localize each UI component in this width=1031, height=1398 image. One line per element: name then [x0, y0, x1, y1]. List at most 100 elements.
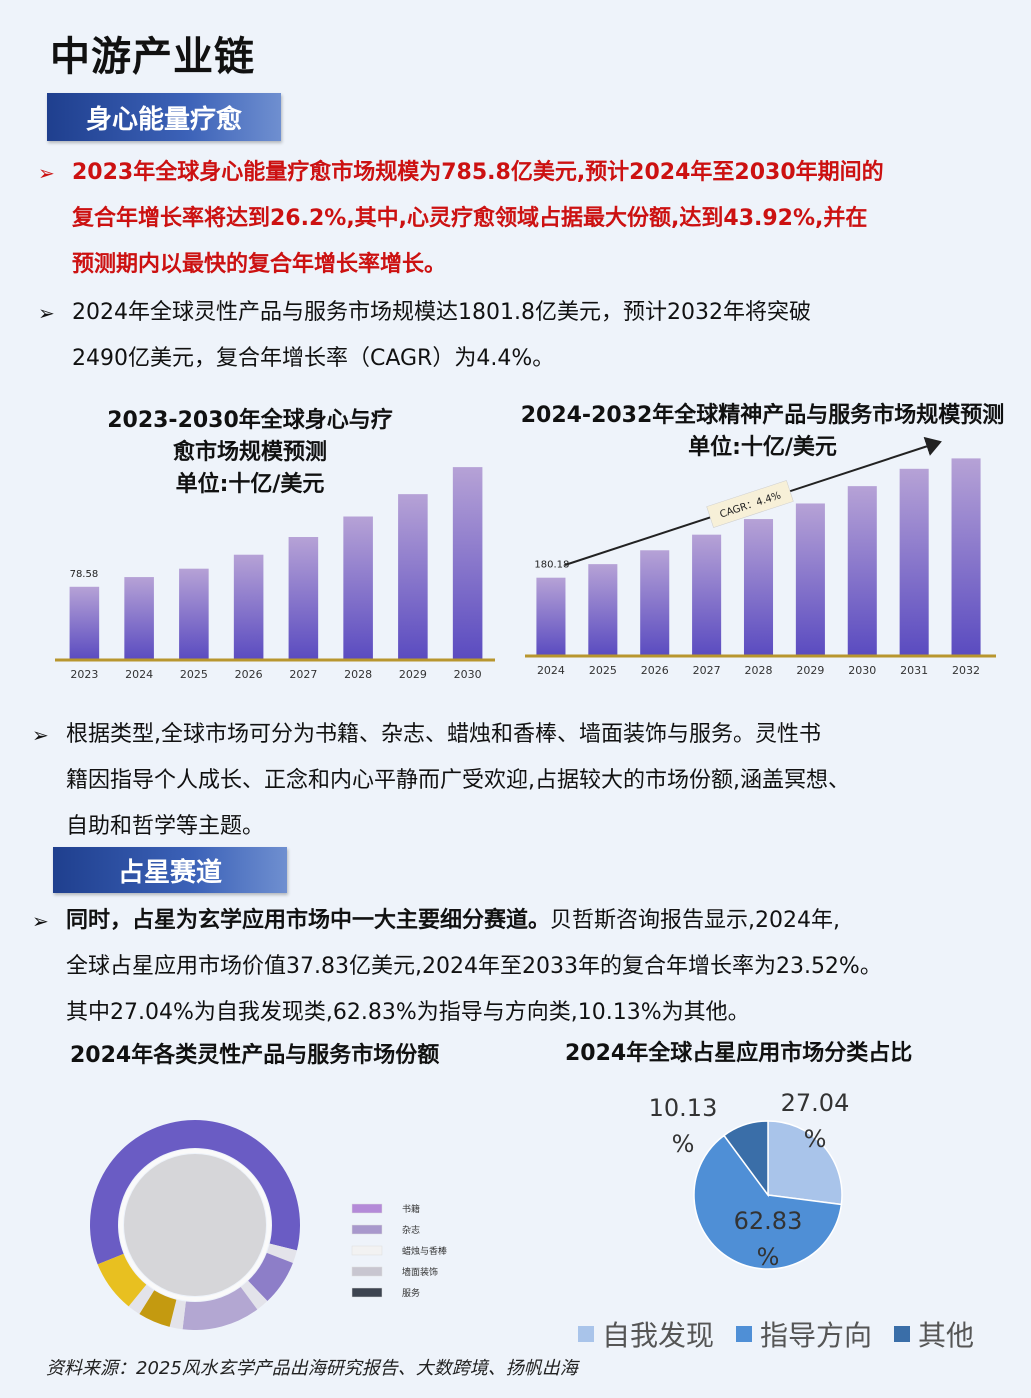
pie-data-label: 27.04: [781, 1089, 850, 1117]
bar-2028: [743, 519, 774, 656]
x-tick-label: 2032: [952, 664, 980, 677]
legend-swatch: [578, 1326, 594, 1342]
chart1-title: 2023-2030年全球身心与疗 愈市场规模预测 单位:十亿/美元: [60, 405, 440, 501]
bar-2024: [536, 577, 566, 656]
bar-2027: [692, 534, 722, 656]
bar-2024: [124, 577, 154, 660]
donut-center: [124, 1154, 266, 1296]
bar-2029: [795, 503, 825, 656]
donut-slice: [128, 1284, 155, 1315]
legend-label: 自我发现: [602, 1319, 715, 1352]
legend-swatch: [351, 1266, 383, 1277]
legend-label: 其他: [918, 1319, 975, 1352]
pie-data-label: 62.83: [734, 1207, 803, 1235]
donut-slice: [139, 1290, 177, 1327]
bar-2026: [233, 554, 264, 660]
section-tag-astrology: 占星赛道: [53, 847, 287, 893]
x-tick-label: 2026: [641, 664, 669, 677]
arrow-bullet-icon: ➢: [38, 161, 55, 185]
pie-data-label-unit: %: [757, 1243, 780, 1271]
section-tag-healing: 身心能量疗愈: [47, 93, 281, 141]
x-tick-label: 2027: [693, 664, 721, 677]
x-tick-label: 2030: [454, 668, 482, 681]
arrow-bullet-icon: ➢: [32, 723, 49, 747]
bar-2030: [847, 486, 877, 656]
legend-swatch: [736, 1326, 753, 1342]
legend-swatch: [351, 1245, 383, 1256]
bullet-line: 同时，占星为玄学应用市场中一大主要细分赛道。贝哲斯咨询报告显示,2024年,: [66, 898, 882, 944]
x-tick-label: 2027: [289, 668, 317, 681]
legend-label: 服务: [402, 1287, 420, 1299]
bullet-line: 预测期内以最快的复合年增长率增长。: [72, 252, 447, 277]
arrow-bullet-icon: ➢: [38, 301, 55, 325]
x-tick-label: 2028: [745, 664, 773, 677]
legend-label: 指导方向: [760, 1319, 873, 1352]
arrow-bullet-icon: ➢: [32, 909, 49, 933]
donut-slice: [97, 1253, 147, 1307]
cagr-box: [706, 480, 794, 528]
chart3-title: 2024年各类灵性产品与服务市场份额: [70, 1043, 440, 1068]
legend-label: 蜡烛与香棒: [402, 1245, 447, 1257]
data-label-first: 180.18: [534, 560, 569, 571]
bar-2030: [452, 467, 483, 660]
legend-swatch: [351, 1203, 383, 1214]
bullet-market-types: ➢ 根据类型,全球市场可分为书籍、杂志、蜡烛和香棒、墙面装饰与服务。灵性书 籍因…: [32, 712, 992, 850]
chart2-title: 2024-2032年全球精神产品与服务市场规模预测 单位:十亿/美元: [490, 400, 1031, 464]
legend-label: 杂志: [402, 1224, 420, 1236]
donut-slice: [90, 1120, 301, 1265]
legend-item: 自我发现: [578, 1314, 714, 1354]
bullet-line: 籍因指导个人成长、正念和内心平静而广受欢迎,占据较大的市场份额,涵盖冥想、: [66, 768, 850, 793]
chart1-title-line: 愈市场规模预测: [172, 440, 327, 465]
bar-2029: [398, 494, 428, 660]
healing-market-bar-chart: 2023 2024 2025 2026 2027 2028 2029 2030 78.58: [55, 467, 495, 681]
bar-2027: [288, 537, 319, 660]
x-tick-label: 2025: [180, 668, 208, 681]
pie-slice-指导方向: [693, 1134, 843, 1270]
chart2-title-line: 单位:十亿/美元: [688, 435, 837, 460]
x-tick-label: 2030: [848, 664, 876, 677]
bar-2023: [69, 586, 100, 660]
x-tick-label: 2024: [537, 664, 565, 677]
chart4-title: 2024年全球占星应用市场分类占比: [565, 1041, 913, 1066]
chart1-title-line: 单位:十亿/美元: [175, 472, 325, 497]
bullet-rest: 贝哲斯咨询报告显示,2024年,: [550, 908, 840, 933]
donut-slice: [240, 1280, 268, 1310]
chart1-title-line: 2023-2030年全球身心与疗: [107, 408, 393, 433]
bullet-line: 复合年增长率将达到26.2%,其中,心灵疗愈领域占据最大份额,达到43.92%,…: [72, 206, 868, 231]
bullet-line: 根据类型,全球市场可分为书籍、杂志、蜡烛和香棒、墙面装饰与服务。灵性书: [66, 722, 821, 747]
bar-2026: [640, 550, 670, 656]
legend-label: 书籍: [402, 1203, 420, 1215]
bar-2031: [899, 468, 929, 656]
source-note: 资料来源：2025风水玄学产品出海研究报告、大数跨境、扬帆出海: [46, 1358, 578, 1379]
astrology-share-pie-chart: 27.04% 62.83% 10.13%: [649, 1089, 850, 1271]
legend-swatch: [351, 1287, 383, 1298]
bullet-line: 2024年全球灵性产品与服务市场规模达1801.8亿美元，预计2032年将突破: [72, 300, 811, 325]
chart2-title-line: 2024-2032年全球精神产品与服务市场规模预测: [520, 403, 1005, 428]
astrology-pie-legend: 自我发现 指导方向 其他: [578, 1314, 974, 1354]
x-tick-label: 2026: [235, 668, 263, 681]
donut-slice: [248, 1252, 293, 1302]
bar-2025: [179, 568, 209, 660]
legend-swatch: [351, 1224, 383, 1235]
bullet-line: 自助和哲学等主题。: [66, 814, 265, 839]
pie-data-label: 10.13: [649, 1094, 718, 1122]
bullet-astrology-market: ➢ 同时，占星为玄学应用市场中一大主要细分赛道。贝哲斯咨询报告显示,2024年,…: [32, 898, 992, 1036]
donut-inner-ring: [119, 1149, 271, 1301]
x-tick-label: 2024: [125, 668, 153, 681]
spiritual-market-bar-chart: 2024 2025 2026 2027 2028 2029 2030 2031 2032 180.…: [525, 436, 996, 677]
bullet-healing-market: ➢ 2023年全球身心能量疗愈市场规模为785.8亿美元,预计2024年至203…: [38, 150, 998, 288]
bar-2032: [951, 458, 981, 656]
bullet-bold-lead: 同时，占星为玄学应用市场中一大主要细分赛道。: [66, 908, 551, 933]
data-label-first: 78.58: [70, 569, 99, 580]
pie-data-label-unit: %: [672, 1130, 695, 1158]
bullet-line: 2023年全球身心能量疗愈市场规模为785.8亿美元,预计2024年至2030年…: [72, 160, 884, 185]
bar-2028: [343, 516, 373, 660]
pie-slice-其他: [722, 1120, 769, 1198]
page-title: 中游产业链: [50, 34, 255, 80]
donut-slice: [182, 1286, 258, 1330]
x-tick-label: 2025: [589, 664, 617, 677]
x-tick-label: 2029: [796, 664, 824, 677]
donut-slice: [266, 1243, 297, 1263]
x-tick-label: 2028: [344, 668, 372, 681]
